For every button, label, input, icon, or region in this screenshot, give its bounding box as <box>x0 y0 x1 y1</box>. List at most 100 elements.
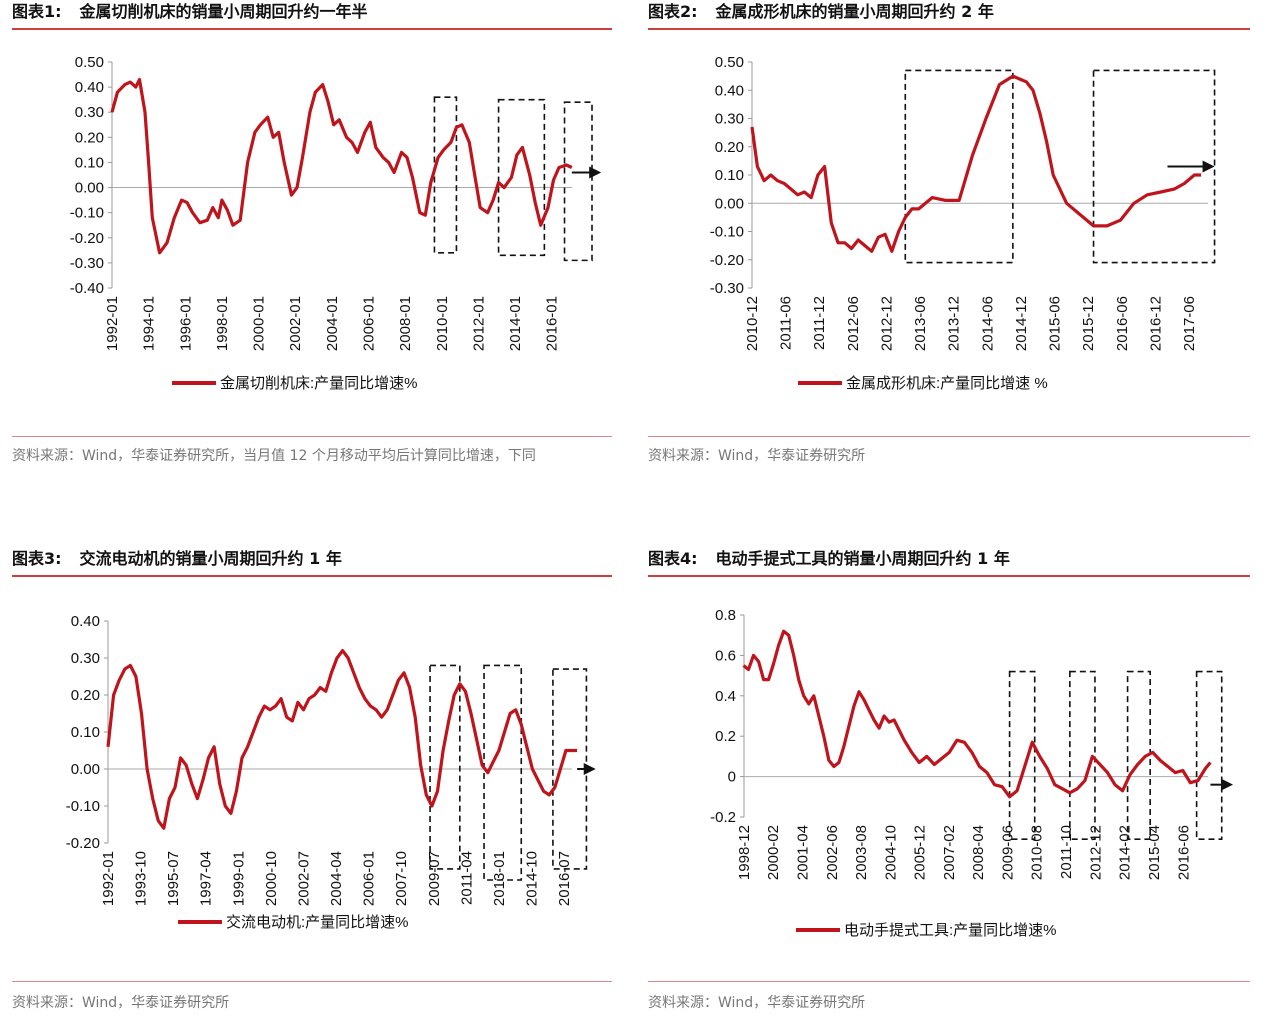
x-tick-label: 2000-02 <box>765 825 782 880</box>
y-tick-label: 0.30 <box>75 104 104 121</box>
x-tick-label: 2015-12 <box>1080 296 1097 351</box>
x-tick-label: 2002-06 <box>824 825 841 880</box>
x-tick-label: 2007-02 <box>941 825 958 880</box>
source-rule <box>12 436 612 437</box>
x-tick-label: 2016-06 <box>1114 296 1131 351</box>
y-tick-label: -0.30 <box>70 255 104 272</box>
y-tick-label: 0.40 <box>75 79 104 96</box>
legend-label: 金属成形机床:产量同比增速 % <box>846 375 1048 392</box>
x-tick-label: 2016-07 <box>556 851 573 906</box>
y-tick-label: 0.8 <box>715 607 736 624</box>
panel-title: 图表4: 电动手提式工具的销量小周期回升约 1 年 <box>648 549 1010 568</box>
x-tick-label: 2012-12 <box>1087 825 1104 880</box>
dashed-box <box>563 101 593 262</box>
y-tick-label: 0.40 <box>715 82 744 99</box>
x-tick-label: 2014-01 <box>507 296 524 351</box>
y-tick-label: 0.00 <box>71 761 100 778</box>
y-tick-label: 0.00 <box>715 195 744 212</box>
x-tick-label: 1995-07 <box>165 851 182 906</box>
x-tick-label: 1992-01 <box>100 851 117 906</box>
x-tick-label: 2002-01 <box>287 296 304 351</box>
panel-title: 图表2: 金属成形机床的销量小周期回升约 2 年 <box>648 2 994 21</box>
y-tick-label: 0.30 <box>71 650 100 667</box>
x-tick-label: 2016-01 <box>544 296 561 351</box>
x-tick-label: 2000-01 <box>251 296 268 351</box>
x-tick-label: 2006-01 <box>360 296 377 351</box>
x-tick-label: 2014-02 <box>1117 825 1134 880</box>
x-tick-label: 2002-07 <box>295 851 312 906</box>
title-rule <box>648 575 1250 577</box>
x-tick-label: 2007-10 <box>393 851 410 906</box>
source-rule <box>12 981 612 982</box>
x-tick-label: 2005-12 <box>912 825 929 880</box>
y-tick-label: 0.40 <box>71 613 100 630</box>
dashed-box <box>1092 69 1216 264</box>
y-tick-label: 0.30 <box>715 111 744 128</box>
x-tick-label: 2010-08 <box>1029 825 1046 880</box>
x-tick-label: 2013-12 <box>946 296 963 351</box>
y-tick-label: -0.10 <box>66 798 100 815</box>
chart-2: 0.500.400.300.200.100.00-0.10-0.20-0.302… <box>710 54 1216 392</box>
y-tick-label: 0.2 <box>715 728 736 745</box>
x-tick-label: 2010-12 <box>744 296 761 351</box>
dashed-box <box>1008 670 1036 841</box>
y-tick-label: 0.20 <box>75 129 104 146</box>
y-tick-label: 0.00 <box>75 180 104 197</box>
title-rule <box>12 575 612 577</box>
x-tick-label: 2016-06 <box>1175 825 1192 880</box>
panel-4: 图表4: 电动手提式工具的销量小周期回升约 1 年 0.8 0.6 0.4 0.2 0 -0… <box>648 547 1250 1023</box>
x-tick-label: 1994-01 <box>141 296 158 351</box>
series-line <box>110 78 573 255</box>
x-tick-label: 2012-06 <box>845 296 862 351</box>
source-rule <box>648 981 1250 982</box>
x-tick-label: 1998-01 <box>214 296 231 351</box>
y-tick-label: 0.20 <box>71 687 100 704</box>
series-line <box>750 74 1202 253</box>
x-tick-label: 2008-04 <box>970 825 987 880</box>
series-line <box>106 649 578 830</box>
x-tick-label: 2014-12 <box>1013 296 1030 351</box>
legend-label: 交流电动机:产量同比增速% <box>226 913 409 931</box>
x-tick-label: 2000-10 <box>263 851 280 906</box>
dashed-box <box>433 96 458 254</box>
y-tick-label: 0.10 <box>71 724 100 741</box>
panel-title: 图表1: 金属切削机床的销量小周期回升约一年半 <box>12 2 368 21</box>
y-tick-label: -0.10 <box>710 224 744 241</box>
source-note: 资料来源：Wind，华泰证券研究所 <box>12 995 230 1011</box>
x-tick-label: 2012-01 <box>470 296 487 351</box>
y-tick-label: 0.50 <box>715 54 744 71</box>
panel-1: 图表1: 金属切削机床的销量小周期回升约一年半 0.50 0.40 0.30 0.20 0… <box>12 0 612 500</box>
x-tick-label: 2017-06 <box>1181 296 1198 351</box>
x-tick-label: 2004-10 <box>882 825 899 880</box>
legend-label: 电动手提式工具:产量同比增速% <box>844 922 1057 939</box>
y-tick-label: 0.10 <box>75 154 104 171</box>
x-tick-label: 2012-12 <box>878 296 895 351</box>
x-tick-label: 2004-04 <box>328 851 345 906</box>
y-tick-label: 0.50 <box>75 54 104 71</box>
x-tick-label: 1998-12 <box>736 825 753 880</box>
y-tick-label: -0.20 <box>66 835 100 852</box>
x-tick-label: 2013-06 <box>912 296 929 351</box>
x-tick-label: 2015-04 <box>1146 825 1163 880</box>
x-tick-label: 2003-08 <box>853 825 870 880</box>
x-tick-label: 2006-01 <box>361 851 378 906</box>
x-tick-label: 2009-07 <box>426 851 443 906</box>
x-tick-label: 2015-06 <box>1047 296 1064 351</box>
x-tick-label: 2016-12 <box>1147 296 1164 351</box>
x-tick-label: 2010-01 <box>434 296 451 351</box>
dashed-box <box>1195 670 1223 841</box>
x-tick-label: 2011-12 <box>811 296 828 350</box>
y-tick-label: 0.6 <box>715 647 736 664</box>
legend-label: 金属切削机床:产量同比增速% <box>220 375 418 392</box>
y-tick-label: -0.40 <box>70 280 104 297</box>
x-tick-label: 1992-01 <box>104 296 121 351</box>
panel-3: 图表3: 交流电动机的销量小周期回升约 1 年 0.40 0.30 0.20 0.10 0… <box>12 547 612 1023</box>
x-tick-label: 2001-04 <box>794 825 811 880</box>
chart-1: 0.50 0.40 0.30 0.20 0.10 0.00 -0.10 -0.20 -0.30 -… <box>70 54 602 392</box>
dashed-box <box>497 98 546 257</box>
y-tick-label: -0.2 <box>710 809 736 826</box>
trend-arrow-head <box>1221 778 1234 791</box>
x-tick-label: 1993-10 <box>133 851 150 906</box>
